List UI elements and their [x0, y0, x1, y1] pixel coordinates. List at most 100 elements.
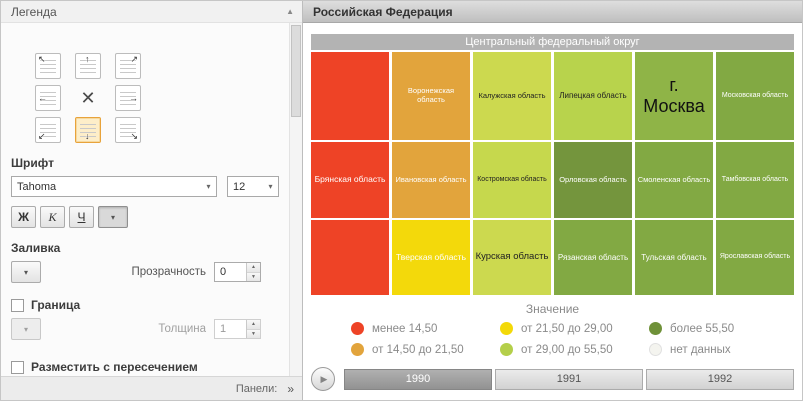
treemap-row: Тверская область Курская область Рязанская…: [311, 220, 794, 295]
treemap-tile[interactable]: Тамбовская область: [716, 142, 794, 218]
year-tab-1992[interactable]: 1992: [646, 368, 794, 390]
legend-item: от 29,00 до 55,50: [500, 343, 649, 356]
border-color-dropdown[interactable]: ▾: [11, 318, 41, 340]
legend-color-dot: [500, 343, 513, 356]
scrollbar-thumb[interactable]: [291, 25, 301, 117]
legend-item-label: более 55,50: [670, 322, 735, 335]
spinner-buttons: ▲ ▼: [246, 263, 260, 281]
chevron-down-icon: ▾: [110, 212, 115, 222]
font-size-select[interactable]: 12 ▾: [227, 176, 279, 197]
underline-button[interactable]: Ч: [69, 206, 94, 228]
legend-position-top-right[interactable]: ↗: [115, 53, 141, 79]
legend-preview-lines: [40, 60, 56, 73]
panels-footer: Панели: »: [1, 376, 302, 400]
thickness-spinner[interactable]: 1 ▲ ▼: [214, 319, 261, 339]
scrollbar[interactable]: [289, 23, 302, 376]
font-format-row: Ж К Ч ▾: [11, 206, 289, 228]
treemap-tile[interactable]: [311, 52, 389, 140]
legend-preview-lines: [80, 124, 96, 137]
legend-position-middle-right[interactable]: →: [115, 85, 141, 111]
spinner-down-icon[interactable]: ▼: [247, 271, 260, 281]
legend-item: от 14,50 до 21,50: [351, 343, 500, 356]
legend-position-middle-left[interactable]: ←: [35, 85, 61, 111]
treemap-tile[interactable]: Тверская область: [392, 220, 470, 295]
map-title-bar: Российская Федерация: [303, 1, 802, 23]
border-checkbox-icon[interactable]: [11, 298, 24, 312]
treemap-tile[interactable]: Костромская область: [473, 142, 551, 218]
legend-color-dot: [351, 322, 364, 335]
legend-item-label: нет данных: [670, 343, 731, 356]
intersection-label: Разместить с пересечением: [31, 360, 198, 374]
font-family-select[interactable]: Tahoma ▾: [11, 176, 217, 197]
panel-body: ↖ ↑ ↗ ← ✕ → ↙ ↓ ↘ Шрифт Tahoma ▾ 12 ▾ Ж К Ч ▾: [1, 23, 289, 376]
legend-position-top-center[interactable]: ↑: [75, 53, 101, 79]
timeline: ▶ 1990 1991 1992: [311, 367, 794, 391]
arrow-top-center-icon: ↑: [85, 54, 90, 64]
thickness-value: 1: [220, 323, 227, 335]
legend-position-top-left[interactable]: ↖: [35, 53, 61, 79]
panel-title: Легенда: [11, 4, 57, 19]
legend-position-bottom-center[interactable]: ↓: [75, 117, 101, 143]
treemap-tile[interactable]: Брянская область: [311, 142, 389, 218]
thickness-label: Толщина: [158, 323, 206, 335]
treemap-tile[interactable]: Рязанская область: [554, 220, 632, 295]
legend-item-label: менее 14,50: [372, 322, 438, 335]
bold-button[interactable]: Ж: [11, 206, 36, 228]
year-tab-1990[interactable]: 1990: [344, 368, 492, 390]
legend-item: нет данных: [649, 343, 798, 356]
collapse-icon[interactable]: ▲: [286, 7, 294, 16]
border-section-label: Граница: [31, 298, 81, 312]
treemap-tile[interactable]: Воронежская область: [392, 52, 470, 140]
chevron-down-icon: ▾: [206, 182, 211, 191]
treemap-tile[interactable]: Курская область: [473, 220, 551, 295]
italic-button[interactable]: К: [40, 206, 65, 228]
spinner-buttons: ▲ ▼: [246, 320, 260, 338]
chevron-down-icon: ▾: [23, 267, 28, 277]
legend-items: менее 14,50 от 14,50 до 21,50 от 21,50 до …: [311, 322, 794, 356]
intersection-checkbox-row[interactable]: Разместить с пересечением: [11, 360, 289, 374]
treemap-tile[interactable]: Смоленская область: [635, 142, 713, 218]
legend-position-grid: ↖ ↑ ↗ ← ✕ → ↙ ↓ ↘: [35, 53, 289, 143]
font-color-dropdown[interactable]: ▾: [98, 206, 128, 228]
border-checkbox-row[interactable]: Граница: [11, 298, 289, 312]
legend-position-bottom-right[interactable]: ↘: [115, 117, 141, 143]
fill-color-dropdown[interactable]: ▾: [11, 261, 41, 283]
treemap: Воронежская область Калужская область Липе…: [311, 52, 794, 295]
treemap-tile[interactable]: [311, 220, 389, 295]
arrow-middle-left-icon: ←: [38, 93, 47, 103]
treemap-row: Воронежская область Калужская область Липе…: [311, 52, 794, 140]
spinner-down-icon[interactable]: ▼: [247, 328, 260, 338]
fill-row: ▾ Прозрачность 0 ▲ ▼: [11, 261, 261, 283]
transparency-spinner[interactable]: 0 ▲ ▼: [214, 262, 261, 282]
treemap-tile[interactable]: Орловская область: [554, 142, 632, 218]
play-button[interactable]: ▶: [311, 367, 335, 391]
transparency-value: 0: [220, 266, 227, 278]
transparency-label: Прозрачность: [131, 266, 207, 278]
legend-position-bottom-left[interactable]: ↙: [35, 117, 61, 143]
treemap-tile[interactable]: Липецкая область: [554, 52, 632, 140]
font-row: Tahoma ▾ 12 ▾: [11, 176, 279, 197]
district-header-label: Центральный федеральный округ: [465, 36, 640, 48]
expand-panels-icon[interactable]: »: [287, 381, 294, 396]
panel-header: Легенда ▲: [1, 1, 302, 23]
intersection-checkbox-icon[interactable]: [11, 360, 24, 374]
treemap-tile[interactable]: Тульская область: [635, 220, 713, 295]
district-header[interactable]: Центральный федеральный округ: [311, 34, 794, 50]
legend-item-label: от 14,50 до 21,50: [372, 343, 464, 356]
treemap-tile[interactable]: Калужская область: [473, 52, 551, 140]
legend-color-dot: [500, 322, 513, 335]
legend-settings-panel: Легенда ▲ ↖ ↑ ↗ ← ✕ → ↙ ↓ ↘ Шрифт Tahoma ▾ 12 ▾ …: [1, 1, 303, 400]
treemap-tile[interactable]: Ярославская область: [716, 220, 794, 295]
legend-position-none[interactable]: ✕: [75, 85, 101, 111]
spinner-up-icon[interactable]: ▲: [247, 263, 260, 272]
legend-preview-lines: [40, 92, 56, 105]
treemap-tile[interactable]: Ивановская область: [392, 142, 470, 218]
year-tab-1991[interactable]: 1991: [495, 368, 643, 390]
arrow-middle-right-icon: →: [129, 93, 138, 103]
spinner-up-icon[interactable]: ▲: [247, 320, 260, 329]
legend-color-dot: [351, 343, 364, 356]
treemap-tile[interactable]: Московская область: [716, 52, 794, 140]
treemap-tile[interactable]: г. Москва: [635, 52, 713, 140]
font-size-value: 12: [233, 180, 246, 193]
